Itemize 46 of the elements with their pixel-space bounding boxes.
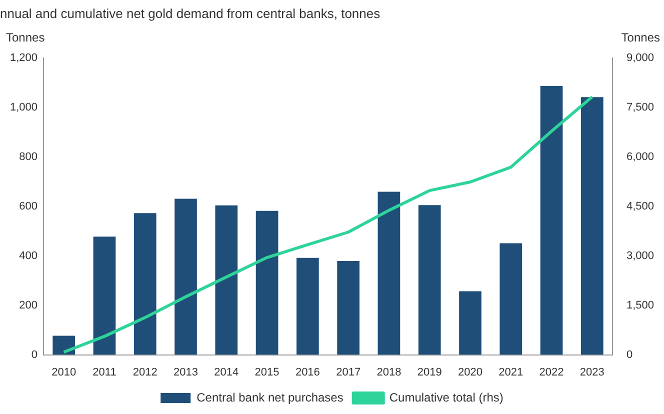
y-tick-label: 0 bbox=[31, 348, 38, 361]
bar bbox=[500, 243, 522, 355]
x-tick-label: 2012 bbox=[132, 366, 158, 378]
bar bbox=[337, 261, 360, 355]
x-tick-label: 2011 bbox=[92, 366, 116, 378]
y-tick-label: 1,000 bbox=[10, 102, 38, 114]
y2-tick-label: 3,000 bbox=[626, 250, 654, 262]
x-tick-label: 2013 bbox=[174, 366, 198, 378]
y-tick-label: 400 bbox=[19, 250, 38, 262]
x-tick-label: 2022 bbox=[539, 366, 564, 378]
y-tick-label: 600 bbox=[19, 200, 38, 212]
legend-label: Central bank net purchases bbox=[196, 390, 344, 404]
bar bbox=[174, 198, 197, 355]
bar bbox=[93, 236, 116, 355]
y2-tick-label: 7,500 bbox=[626, 102, 654, 114]
x-tick-label: 2021 bbox=[498, 366, 524, 378]
bar bbox=[134, 213, 156, 355]
x-tick-label: 2023 bbox=[580, 366, 604, 378]
bar bbox=[580, 97, 604, 355]
bar bbox=[256, 210, 278, 355]
x-tick-label: 2018 bbox=[376, 366, 402, 378]
bar bbox=[378, 192, 400, 355]
bar bbox=[215, 205, 238, 355]
y2-tick-label: 6,000 bbox=[626, 150, 654, 163]
y2-tick-label: 4,500 bbox=[626, 200, 654, 212]
y2-axis-title: Tonnes bbox=[621, 30, 660, 44]
y-tick-label: 800 bbox=[19, 150, 38, 163]
bar bbox=[296, 258, 319, 355]
x-tick-label: 2015 bbox=[254, 366, 280, 378]
x-tick-label: 2016 bbox=[295, 366, 320, 378]
bar bbox=[540, 86, 563, 355]
x-tick-label: 2020 bbox=[458, 366, 482, 378]
y2-tick-label: 9,000 bbox=[626, 52, 654, 64]
x-tick-label: 2019 bbox=[417, 366, 442, 378]
x-tick-label: 2010 bbox=[52, 366, 76, 378]
y-tick-label: 1,200 bbox=[10, 52, 38, 64]
x-tick-label: 2017 bbox=[336, 366, 361, 378]
x-tick-label: 2014 bbox=[214, 366, 239, 378]
bar bbox=[418, 205, 441, 355]
y2-tick-label: 1,500 bbox=[626, 299, 654, 312]
legend-label: Cumulative total (rhs) bbox=[389, 390, 504, 404]
chart-title: nnual and cumulative net gold demand from central banks, tonnes bbox=[0, 6, 380, 21]
y-axis-title: Tonnes bbox=[6, 30, 45, 44]
y-tick-label: 200 bbox=[19, 299, 38, 312]
y2-tick-label: 0 bbox=[626, 348, 633, 361]
bar bbox=[459, 291, 482, 355]
